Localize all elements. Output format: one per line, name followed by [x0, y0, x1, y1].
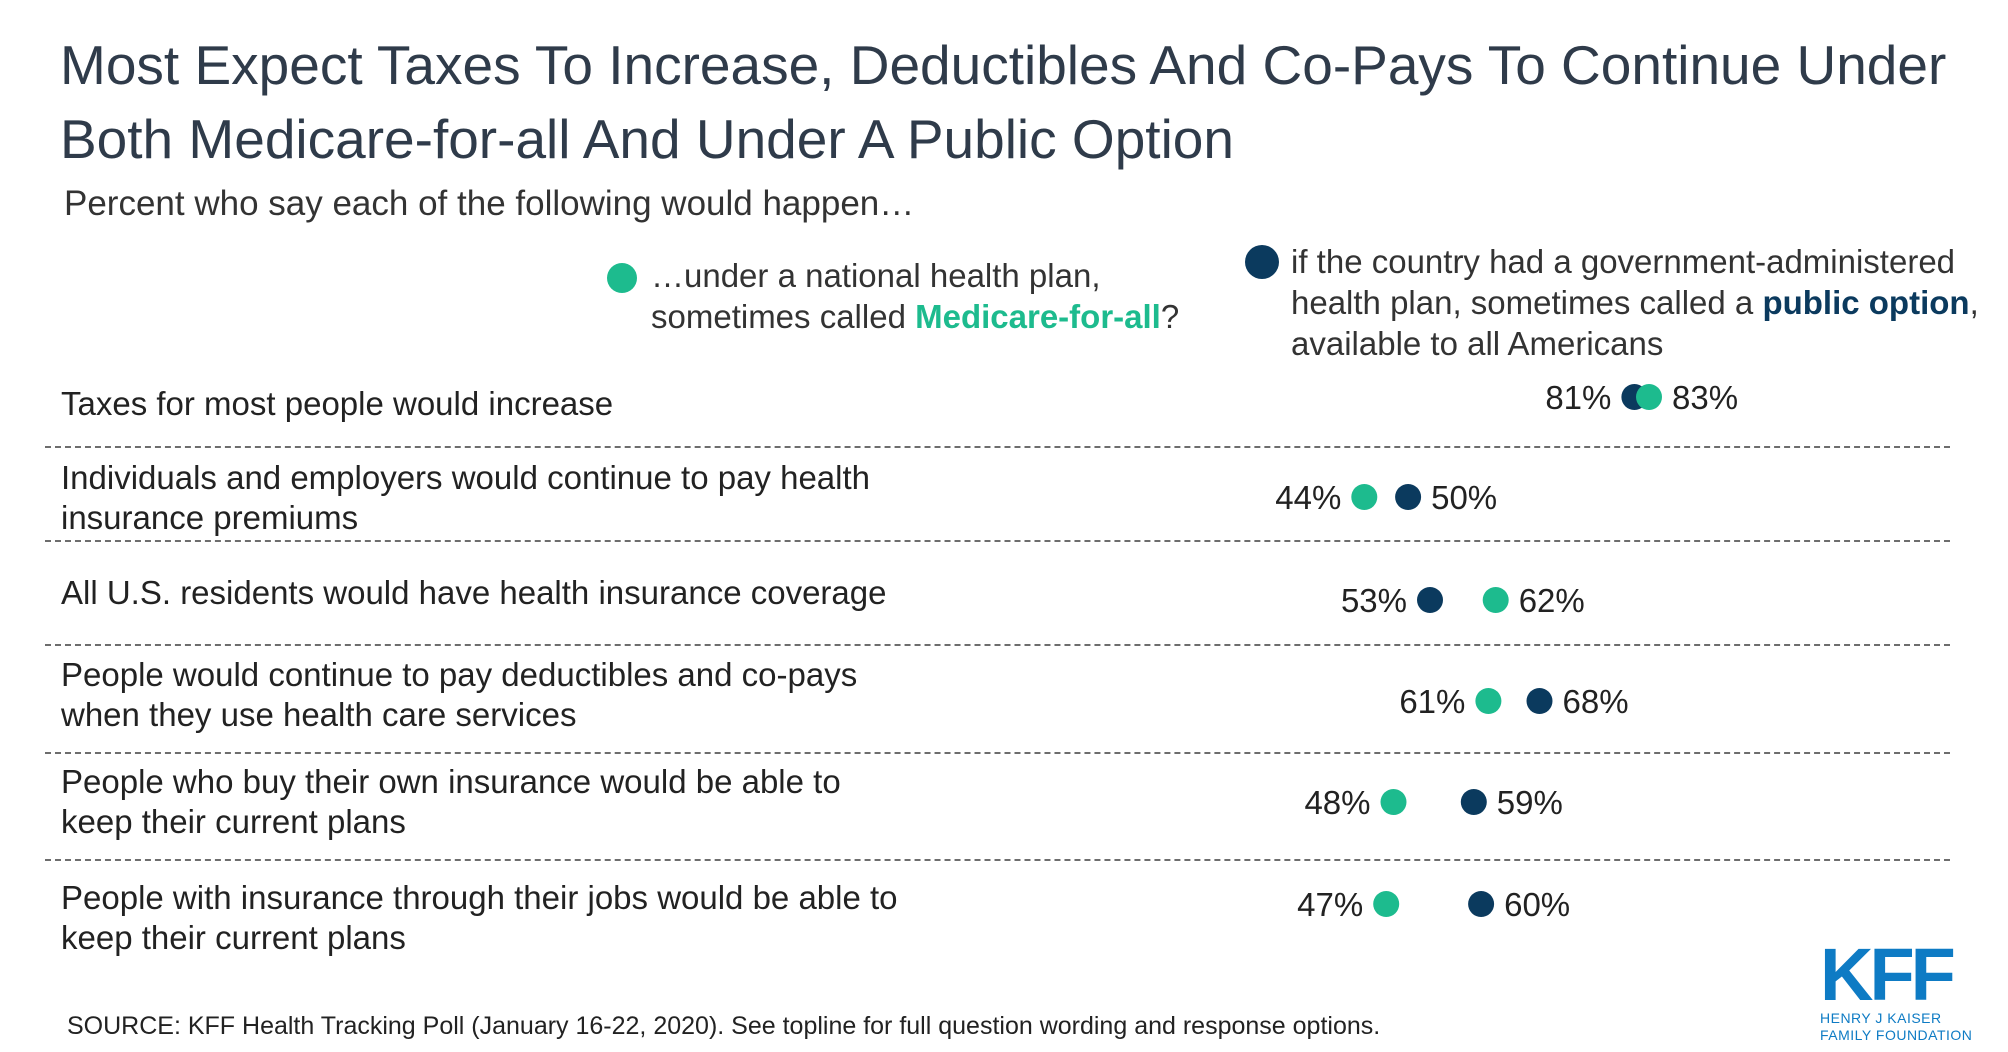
value-label-medicare-for-all-row-6: 47% [1297, 886, 1363, 923]
legend-m4a-emphasis: Medicare-for-all [915, 298, 1161, 335]
legend-po-emphasis: public option [1762, 284, 1970, 321]
kff-logo: KFF HENRY J KAISER FAMILY FOUNDATION [1820, 933, 1980, 1044]
dot-public-option-row-2 [1395, 484, 1422, 510]
chart-title: Most Expect Taxes To Increase, Deductibl… [60, 34, 1947, 170]
dot-medicare-for-all-row-3 [1482, 587, 1509, 613]
row-label-5: People who buy their own insurance would… [61, 763, 841, 840]
row-label-6: People with insurance through their jobs… [61, 879, 898, 956]
row-divider [45, 644, 1950, 646]
kff-logo-line2: FAMILY FOUNDATION [1820, 1027, 1973, 1043]
legend-po-text-after: , available to all Americans [1291, 284, 1979, 362]
legend-m4a-text: …under a national health plan, sometimes… [651, 257, 1101, 335]
row-divider [45, 859, 1950, 861]
value-label-medicare-for-all-row-5: 48% [1304, 784, 1370, 821]
dot-public-option-row-3 [1417, 587, 1443, 613]
row-label-4: People would continue to pay deductibles… [61, 656, 858, 733]
value-label-medicare-for-all-row-2: 44% [1275, 479, 1341, 516]
value-label-public-option-row-1: 81% [1545, 379, 1611, 416]
legend-medicare-for-all: …under a national health plan, sometimes… [651, 255, 1231, 337]
legend-m4a-text-after: ? [1160, 298, 1180, 335]
legend-marker-public-option [1245, 245, 1279, 279]
value-label-public-option-row-6: 60% [1504, 886, 1570, 923]
chart-subtitle: Percent who say each of the following wo… [64, 184, 915, 223]
row-label-1: Taxes for most people would increase [61, 385, 614, 422]
row-divider [45, 446, 1950, 448]
dot-medicare-for-all-row-1 [1636, 384, 1662, 410]
dot-medicare-for-all-row-2 [1351, 484, 1378, 510]
kff-logo-line1: HENRY J KAISER [1820, 1010, 1942, 1026]
value-label-medicare-for-all-row-3: 62% [1519, 582, 1585, 619]
value-label-medicare-for-all-row-4: 61% [1399, 683, 1465, 720]
dot-public-option-row-6 [1468, 891, 1495, 917]
dot-public-option-row-5 [1460, 789, 1487, 815]
value-label-public-option-row-2: 50% [1431, 479, 1497, 516]
source-note: SOURCE: KFF Health Tracking Poll (Januar… [67, 1012, 1381, 1040]
legend-marker-medicare-for-all [607, 263, 637, 293]
legend-po-text: if the country had a government-administ… [1291, 243, 1956, 321]
row-divider [45, 540, 1950, 542]
row-label-3: All U.S. residents would have health ins… [61, 574, 887, 611]
row-divider [45, 752, 1950, 754]
value-label-public-option-row-5: 59% [1497, 784, 1563, 821]
value-label-medicare-for-all-row-1: 83% [1672, 379, 1738, 416]
row-label-2: Individuals and employers would continue… [61, 459, 871, 536]
dot-medicare-for-all-row-4 [1475, 688, 1502, 714]
value-label-public-option-row-4: 68% [1563, 683, 1629, 720]
dot-medicare-for-all-row-6 [1373, 891, 1400, 917]
value-label-public-option-row-3: 53% [1341, 582, 1407, 619]
dot-public-option-row-4 [1526, 688, 1553, 714]
kff-logo-letters: KFF [1820, 933, 1956, 1016]
legend-public-option: if the country had a government-administ… [1291, 241, 1981, 364]
dot-medicare-for-all-row-5 [1380, 789, 1407, 815]
